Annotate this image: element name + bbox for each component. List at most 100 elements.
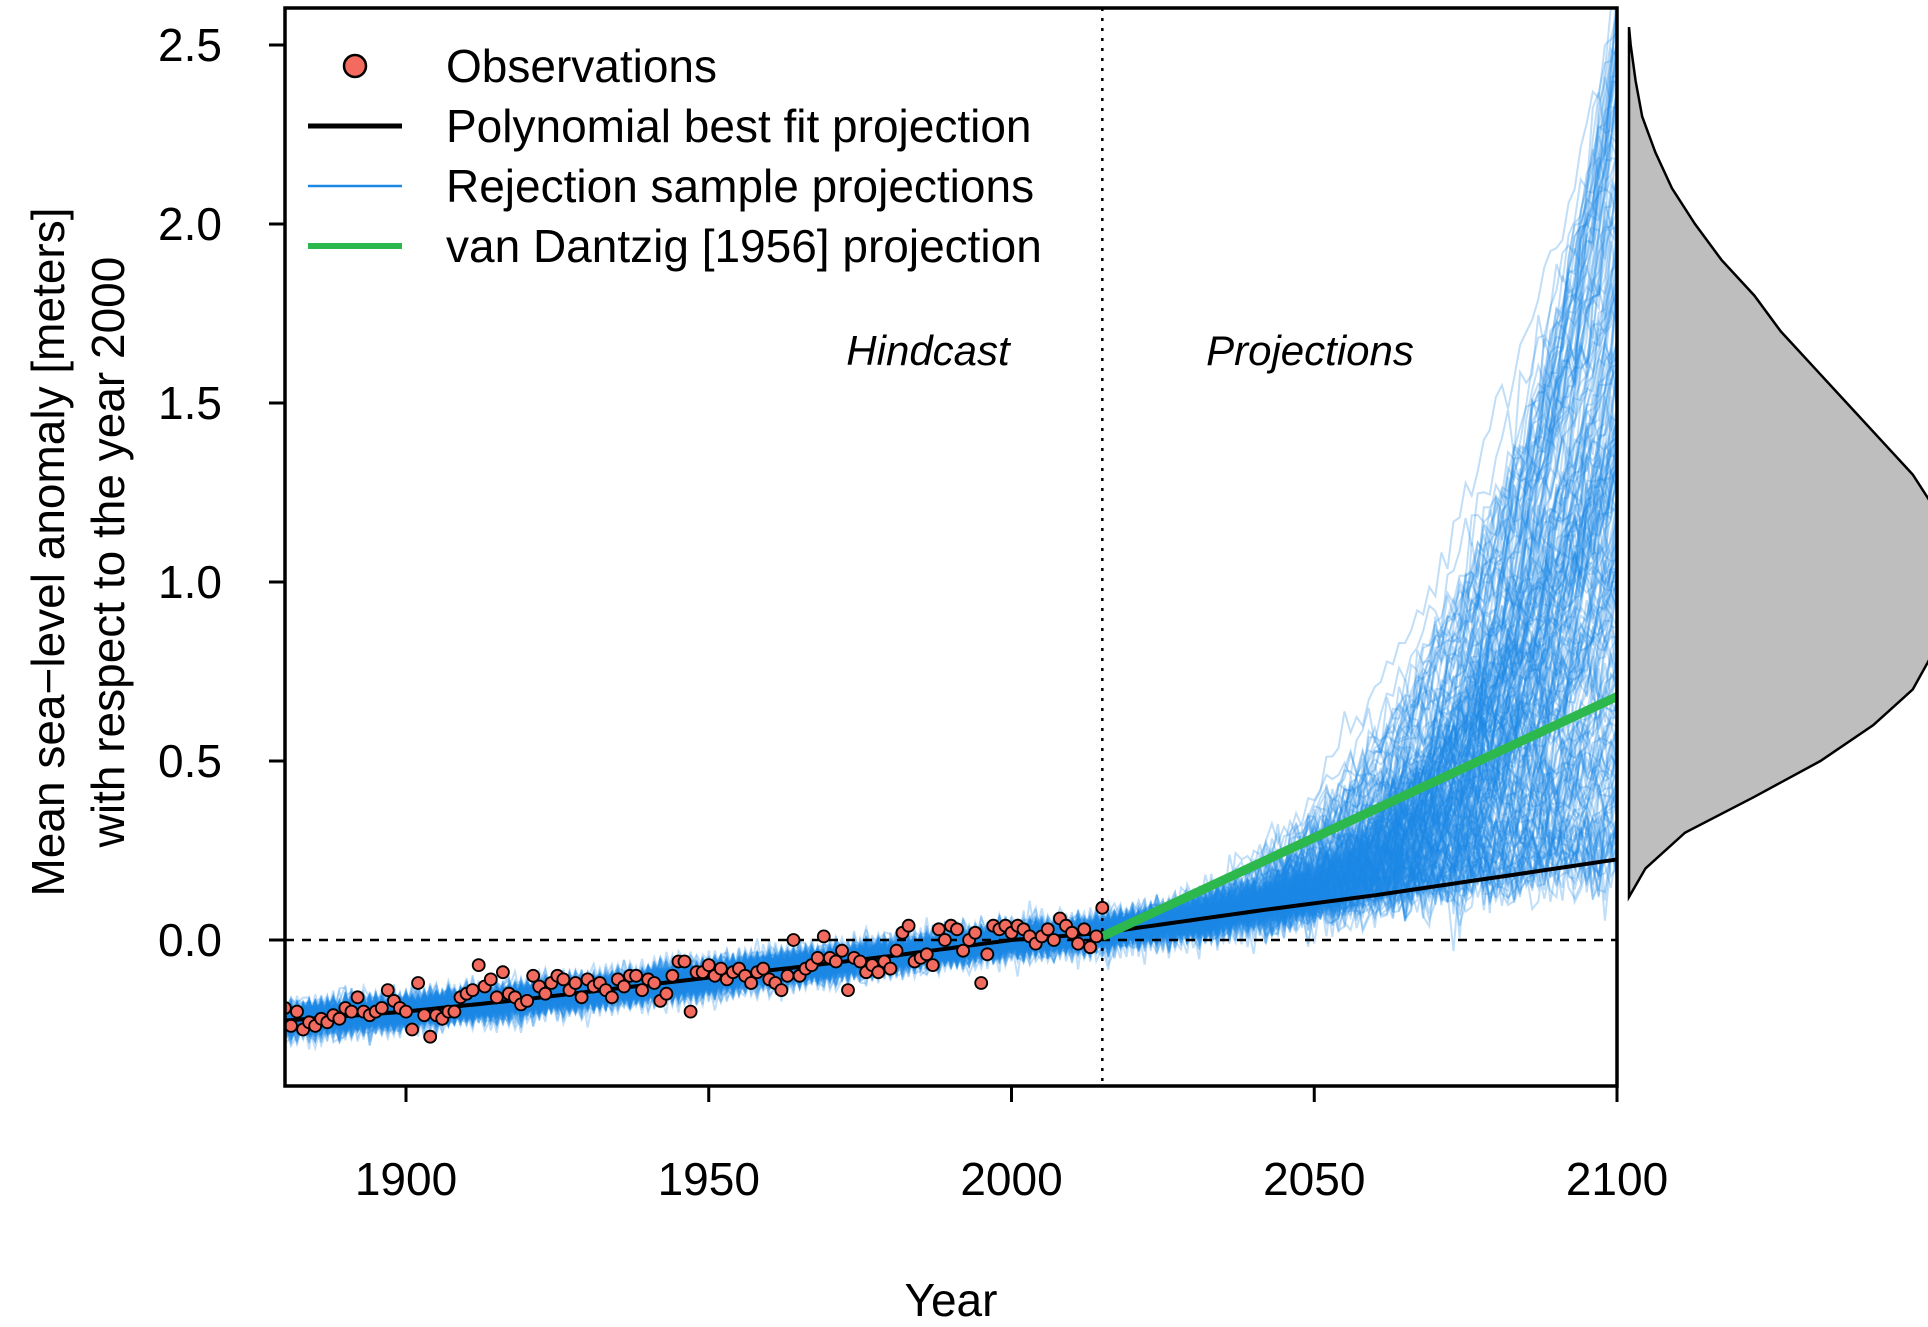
observation-point bbox=[1083, 940, 1098, 955]
observation-point bbox=[1071, 936, 1085, 951]
observation-point bbox=[411, 976, 426, 990]
observation-point bbox=[447, 1004, 462, 1019]
legend-entry-rejection-samples: Rejection sample projections bbox=[308, 160, 1034, 212]
rejection-sample-line bbox=[285, 587, 1617, 1037]
observation-point bbox=[1047, 933, 1061, 947]
y-tick-label: 1.5 bbox=[158, 377, 222, 429]
observation-point bbox=[883, 961, 898, 976]
rejection-sample-line bbox=[285, 275, 1617, 1034]
observation-point bbox=[810, 951, 825, 965]
observation-point bbox=[629, 968, 643, 983]
rejection-sample-line bbox=[285, 175, 1617, 1039]
rejection-sample-line bbox=[285, 791, 1617, 1038]
y-tick-label: 2.0 bbox=[158, 198, 222, 250]
observation-point bbox=[841, 983, 855, 997]
rejection-sample-line bbox=[285, 815, 1617, 1036]
rejection-sample-line bbox=[285, 156, 1617, 1035]
rejection-sample-line bbox=[285, 454, 1617, 1042]
observation-point bbox=[344, 1004, 359, 1019]
rejection-sample-line bbox=[285, 717, 1617, 1040]
observation-point bbox=[659, 986, 674, 1001]
observation-point bbox=[774, 983, 789, 997]
rejection-sample-line bbox=[285, 44, 1617, 1035]
legend-polynomial-fit-label: Polynomial best fit projection bbox=[446, 100, 1032, 152]
observation-point bbox=[925, 958, 940, 972]
observation-point bbox=[950, 922, 964, 937]
rejection-sample-line bbox=[285, 89, 1617, 1052]
rejection-sample-line bbox=[285, 440, 1617, 1040]
y-axis: 0.0 0.5 1.0 1.5 2.0 2.5 bbox=[158, 19, 285, 966]
legend-observations-label: Observations bbox=[446, 40, 717, 92]
rejection-sample-line bbox=[285, 452, 1617, 1035]
rejection-sample-line bbox=[285, 536, 1617, 1034]
rejection-sample-line bbox=[285, 351, 1617, 1032]
observation-point bbox=[290, 1004, 304, 1019]
observation-point bbox=[980, 947, 995, 962]
observation-point bbox=[1089, 929, 1104, 944]
rejection-sample-line bbox=[285, 289, 1617, 1035]
observation-point bbox=[1077, 922, 1092, 937]
observation-point bbox=[816, 929, 831, 944]
rejection-sample-line bbox=[285, 714, 1617, 1032]
observation-point bbox=[417, 1008, 432, 1023]
observation-point bbox=[786, 933, 801, 947]
observation-point bbox=[605, 990, 619, 1005]
observation-point bbox=[350, 990, 365, 1005]
observation-point bbox=[677, 954, 692, 969]
observation-point bbox=[701, 958, 716, 972]
rejection-sample-line bbox=[285, 483, 1617, 1033]
x-tick-label: 2000 bbox=[960, 1153, 1062, 1205]
observation-point bbox=[399, 1004, 413, 1019]
rejection-sample-line bbox=[285, 711, 1617, 1046]
rejection-sample-line bbox=[285, 254, 1617, 1034]
rejection-sample-line bbox=[285, 633, 1617, 1033]
x-tick-label: 2100 bbox=[1566, 1153, 1668, 1205]
plot-frame bbox=[283, 6, 1619, 1088]
observation-point bbox=[744, 976, 758, 990]
observation-point bbox=[901, 918, 916, 933]
observation-point bbox=[574, 990, 589, 1005]
observation-point bbox=[829, 954, 843, 969]
rejection-sample-line bbox=[285, 570, 1617, 1036]
hindcast-label: Hindcast bbox=[846, 327, 1012, 374]
y-tick-label: 2.5 bbox=[158, 19, 222, 71]
polynomial-fit-line bbox=[285, 857, 1617, 1023]
observation-point bbox=[471, 958, 486, 972]
rejection-sample-line bbox=[285, 77, 1617, 1036]
observation-point bbox=[1040, 922, 1055, 937]
observation-point bbox=[665, 968, 680, 983]
observation-point bbox=[683, 1004, 698, 1019]
observation-point bbox=[1065, 925, 1079, 940]
observation-points bbox=[285, 900, 1110, 1044]
rejection-sample-line bbox=[285, 459, 1617, 1032]
observation-point bbox=[556, 972, 571, 987]
rejection-sample-line bbox=[285, 138, 1617, 1042]
legend-observations-marker bbox=[342, 53, 368, 79]
observation-point bbox=[526, 968, 541, 983]
rejection-sample-line bbox=[285, 433, 1617, 1031]
observation-point bbox=[380, 983, 395, 997]
observation-point bbox=[835, 943, 849, 958]
observation-point bbox=[853, 954, 867, 969]
rejection-sample-line bbox=[285, 287, 1617, 1032]
rejection-sample-line bbox=[285, 180, 1617, 1034]
y-axis-title-line-2: with respect to the year 2000 bbox=[82, 257, 134, 849]
y-tick-label: 1.0 bbox=[158, 556, 222, 608]
observation-point bbox=[520, 994, 534, 1008]
x-axis: 1900 1950 2000 2050 2100 bbox=[355, 1086, 1668, 1205]
rejection-sample-line bbox=[285, 691, 1617, 1036]
observation-point bbox=[919, 947, 934, 962]
x-axis-title: Year bbox=[905, 1274, 998, 1326]
y-axis-title-line-1: Mean sea−level anomaly [meters] bbox=[22, 207, 74, 896]
rejection-sample-line bbox=[285, 813, 1617, 1033]
observation-point bbox=[332, 1011, 347, 1026]
rejection-sample-line bbox=[285, 259, 1617, 1035]
rejection-sample-line bbox=[285, 449, 1617, 1039]
rejection-sample-line bbox=[285, 10, 1617, 1044]
observation-point bbox=[495, 965, 510, 980]
observation-point bbox=[538, 986, 553, 1001]
observation-point bbox=[871, 965, 886, 980]
rejection-sample-line bbox=[285, 363, 1617, 1036]
